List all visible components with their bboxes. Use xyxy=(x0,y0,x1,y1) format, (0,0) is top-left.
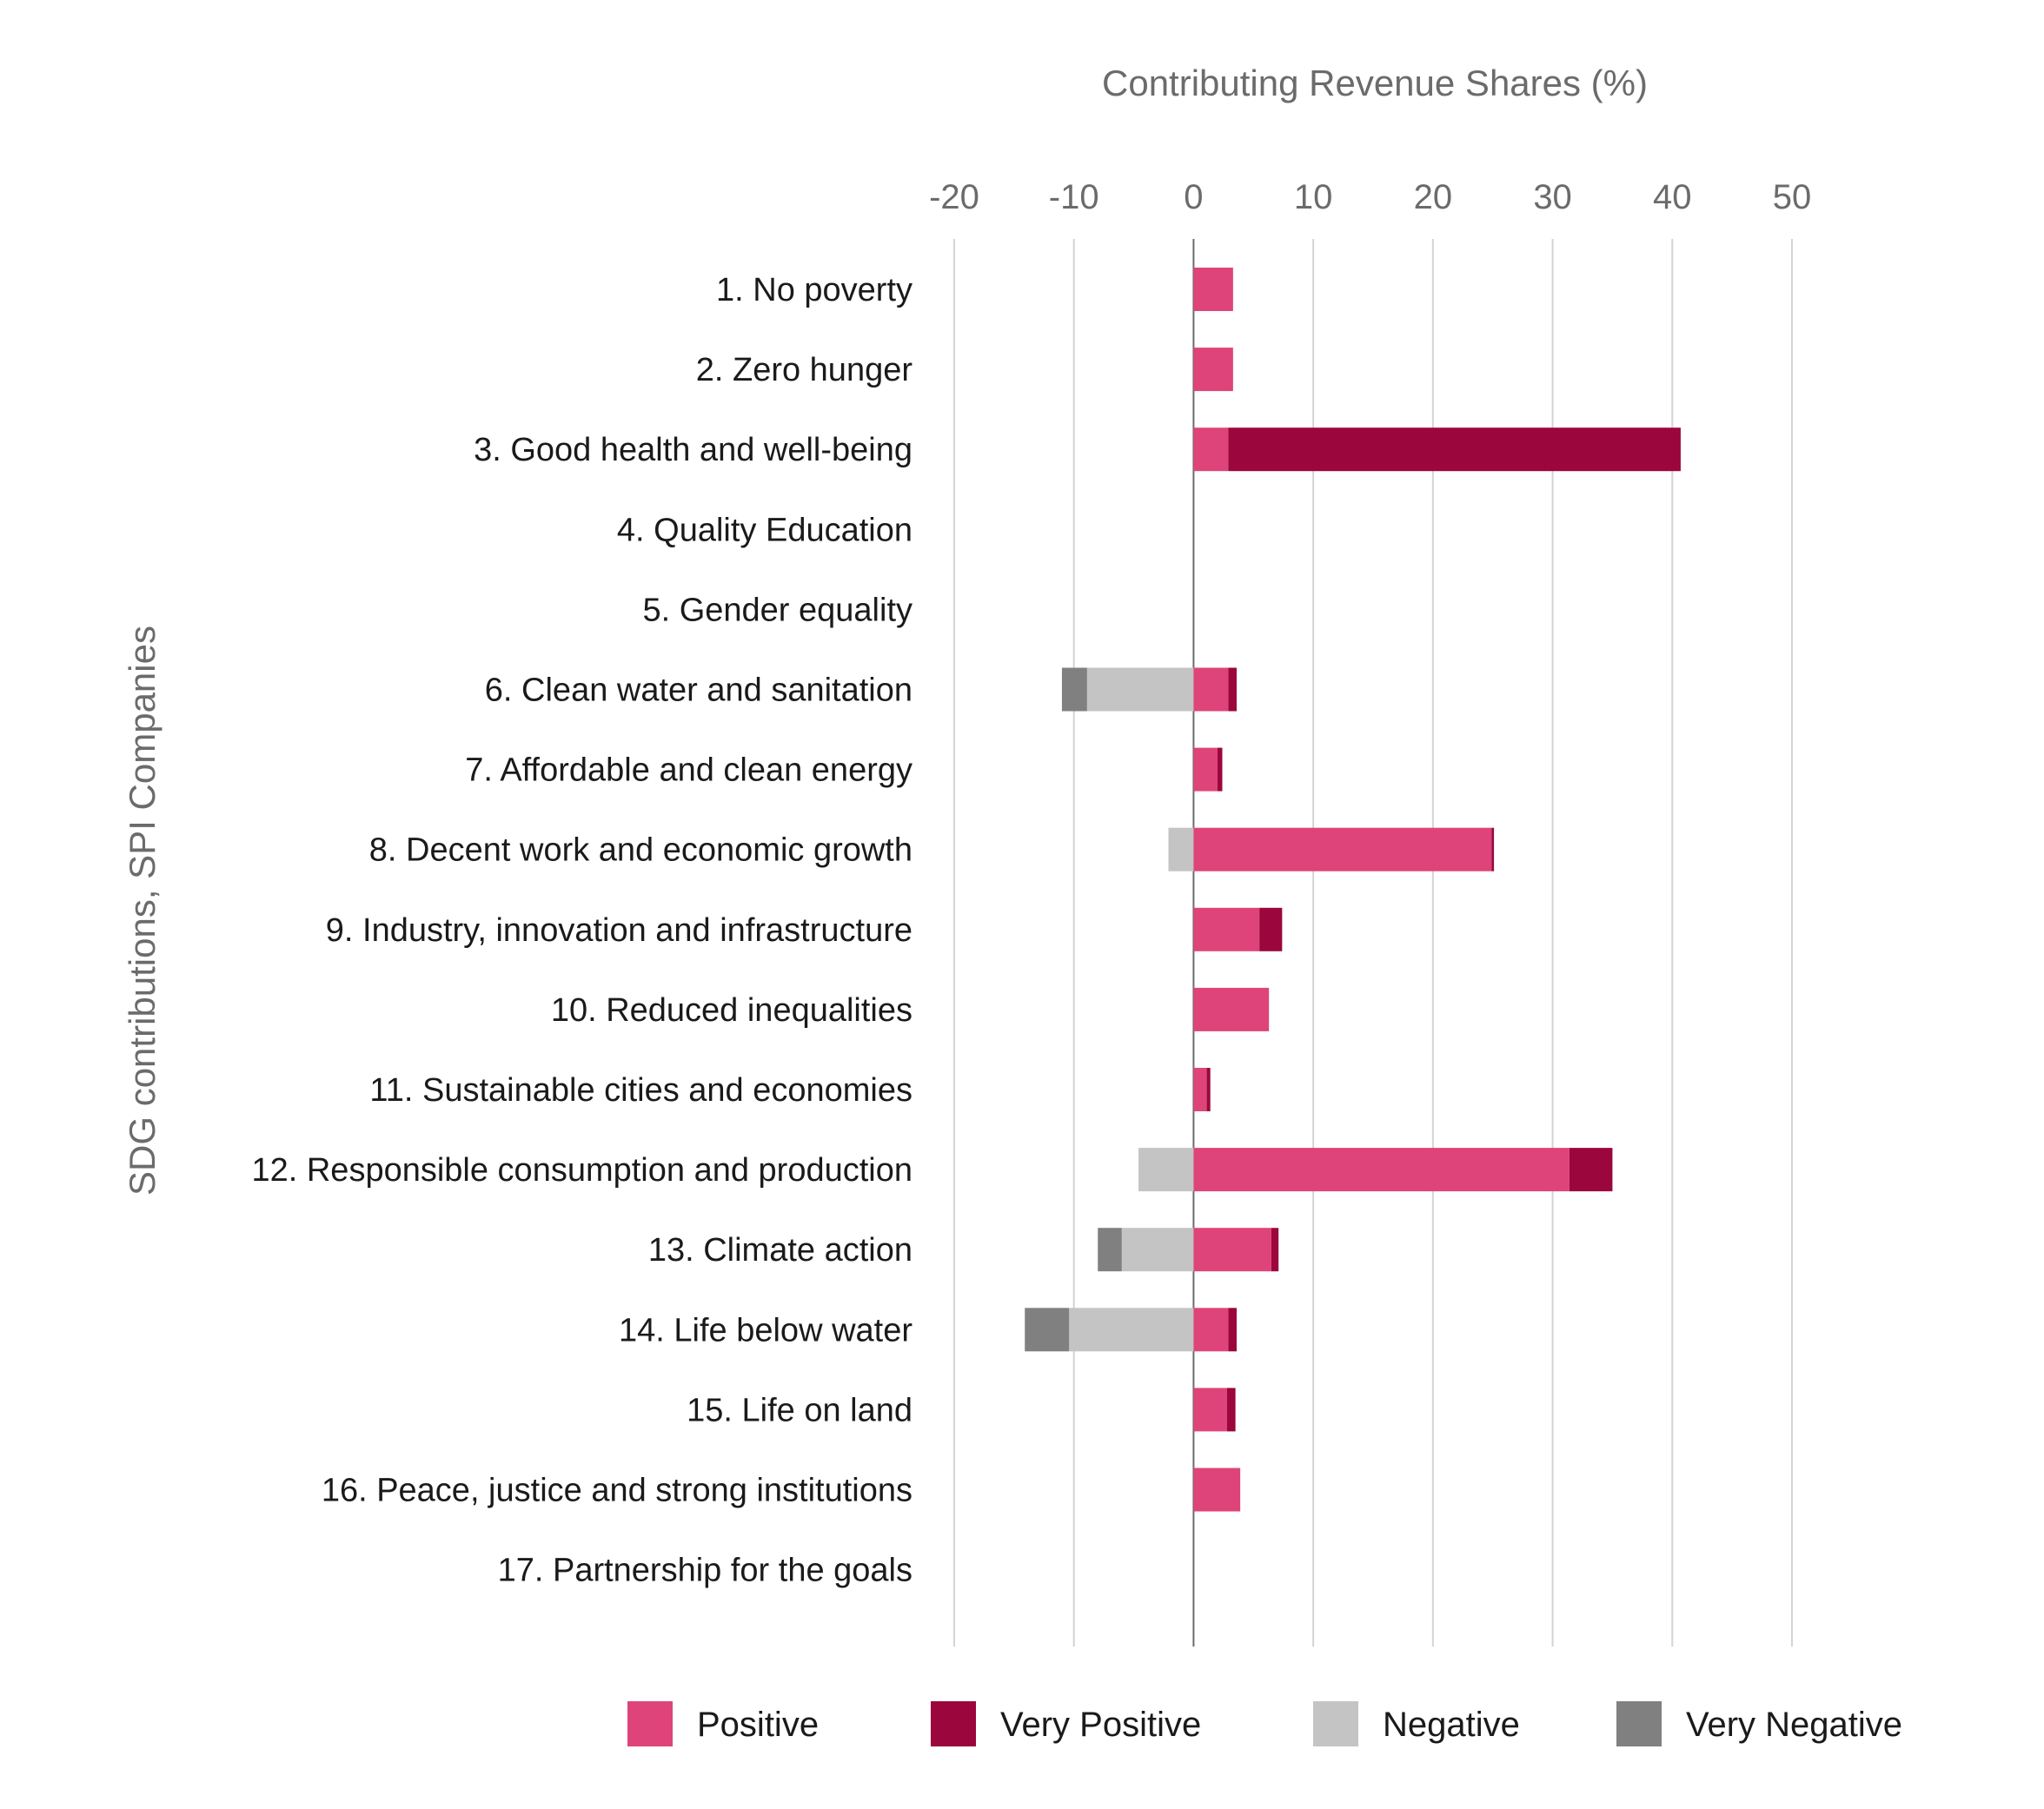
bars xyxy=(1025,268,1681,1512)
bar-segment-positive xyxy=(1193,1308,1229,1352)
bar-segment-very-positive xyxy=(1259,907,1283,951)
bar-segment-negative xyxy=(1168,827,1194,871)
bar-segment-very-positive xyxy=(1228,1308,1238,1352)
bar-segment-positive xyxy=(1193,268,1233,311)
x-tick-label: 50 xyxy=(1773,178,1812,216)
bar-segment-negative xyxy=(1086,667,1194,712)
bar-segment-very-positive xyxy=(1228,667,1238,712)
legend-swatch-very-positive xyxy=(931,1701,976,1746)
category-label: 8. Decent work and economic growth xyxy=(369,832,912,869)
bar-segment-very-positive xyxy=(1228,427,1681,472)
category-label: 16. Peace, justice and strong institutio… xyxy=(322,1473,912,1509)
category-label: 6. Clean water and sanitation xyxy=(485,673,912,709)
category-label: 3. Good health and well-being xyxy=(474,432,912,468)
category-label: 2. Zero hunger xyxy=(696,352,913,388)
legend-label: Very Positive xyxy=(1000,1706,1201,1744)
bar-segment-very-negative xyxy=(1098,1228,1122,1272)
bar-segment-positive xyxy=(1193,1228,1271,1272)
legend-swatch-very-negative xyxy=(1616,1701,1662,1746)
bar-segment-positive xyxy=(1193,827,1492,871)
x-tick-label: 10 xyxy=(1294,178,1333,216)
category-label: 15. Life on land xyxy=(687,1392,912,1428)
category-label: 10. Reduced inequalities xyxy=(551,992,912,1029)
y-axis-title: SDG contributions, SPI Companies xyxy=(122,626,163,1196)
bar-segment-positive xyxy=(1193,348,1233,392)
bar-segment-very-negative xyxy=(1061,667,1087,712)
legend-swatch-negative xyxy=(1313,1701,1358,1746)
x-tick-label: -20 xyxy=(929,178,979,216)
bar-segment-negative xyxy=(1069,1308,1194,1352)
bar-segment-positive xyxy=(1193,1068,1207,1111)
bar-segment-positive xyxy=(1193,987,1270,1031)
x-tick-labels: -20 -10 0 10 20 30 40 50 xyxy=(929,178,1811,216)
bar-segment-very-positive xyxy=(1271,1228,1279,1272)
bar-segment-positive xyxy=(1193,1388,1227,1432)
legend-label: Very Negative xyxy=(1686,1706,1902,1744)
bar-segment-very-positive xyxy=(1569,1148,1613,1192)
bar-segment-positive xyxy=(1193,907,1260,951)
bar-segment-very-positive xyxy=(1217,747,1223,792)
category-label: 1. No poverty xyxy=(716,272,912,308)
bar-segment-positive xyxy=(1193,1468,1241,1512)
x-tick-label: 40 xyxy=(1653,178,1692,216)
bar-segment-negative xyxy=(1121,1228,1194,1272)
bar-segment-very-negative xyxy=(1025,1308,1070,1352)
bar-segment-positive xyxy=(1193,1148,1570,1192)
category-label: 7. Affordable and clean energy xyxy=(465,752,912,789)
legend: Positive Very Positive Negative Very Negati… xyxy=(627,1701,1902,1746)
category-label: 12. Responsible consumption and producti… xyxy=(251,1152,912,1189)
legend-swatch-positive xyxy=(627,1701,673,1746)
category-label: 14. Life below water xyxy=(619,1312,912,1348)
category-label: 4. Quality Education xyxy=(617,512,912,548)
x-tick-label: 30 xyxy=(1533,178,1572,216)
category-label: 11. Sustainable cities and economies xyxy=(369,1072,912,1109)
x-tick-label: -10 xyxy=(1049,178,1099,216)
category-label: 13. Climate action xyxy=(648,1232,912,1269)
category-label: 17. Partnership for the goals xyxy=(498,1553,912,1589)
bar-segment-very-positive xyxy=(1491,827,1495,871)
x-tick-label: 0 xyxy=(1184,178,1203,216)
x-axis-title: Contributing Revenue Shares (%) xyxy=(1102,63,1648,103)
x-tick-label: 20 xyxy=(1414,178,1453,216)
bar-segment-positive xyxy=(1193,667,1229,712)
bar-segment-very-positive xyxy=(1206,1068,1211,1111)
category-label: 9. Industry, innovation and infrastructu… xyxy=(326,912,912,949)
bar-segment-very-positive xyxy=(1226,1388,1236,1432)
legend-label: Positive xyxy=(697,1706,819,1744)
bar-segment-negative xyxy=(1138,1148,1194,1192)
category-label: 5. Gender equality xyxy=(642,592,912,628)
category-labels: 1. No poverty 2. Zero hunger 3. Good healt… xyxy=(251,272,912,1589)
legend-label: Negative xyxy=(1383,1706,1520,1744)
bar-segment-positive xyxy=(1193,427,1229,472)
bar-segment-positive xyxy=(1193,747,1218,792)
